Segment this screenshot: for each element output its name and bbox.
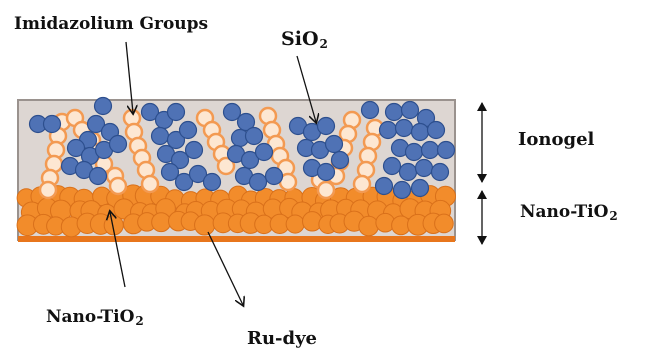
ionogel-label: Ionogel: [518, 129, 595, 150]
sio2-particle: [248, 172, 268, 192]
sio2-particle: [170, 150, 190, 170]
sio2-particle: [400, 100, 420, 120]
sio2-particle: [140, 102, 160, 122]
ru-dye-label: Ru-dye: [247, 328, 318, 349]
nano-tio2-particle-label: Nano-TiO2: [46, 307, 144, 328]
sio2-particle: [382, 156, 402, 176]
sio2-particle: [178, 120, 198, 140]
sio2-label: SiO2: [281, 28, 328, 51]
sio2-particle: [88, 166, 108, 186]
sio2-label-main: SiO: [281, 28, 319, 50]
sio2-particle: [330, 150, 350, 170]
sio2-particle: [86, 114, 106, 134]
imidazolium-bead: [316, 180, 336, 200]
tio2-thickness-arrow: [477, 190, 487, 245]
nano-tio2-particle-label-sub: 2: [135, 314, 144, 328]
sio2-particle: [324, 134, 344, 154]
imidazolium-bead: [216, 156, 236, 176]
sio2-particle: [426, 120, 446, 140]
imidazolium-chains: [38, 106, 385, 200]
sio2-particle: [236, 112, 256, 132]
sio2-particle: [222, 102, 242, 122]
sio2-particle: [316, 162, 336, 182]
sio2-particle: [410, 178, 430, 198]
sio2-pointer: [296, 55, 316, 122]
imidazolium-bead: [352, 174, 372, 194]
sio2-particles: [28, 96, 456, 200]
sio2-particle: [430, 162, 450, 182]
sio2-particle: [166, 102, 186, 122]
sio2-label-sub: 2: [319, 37, 328, 51]
tio2-substrate-line: [18, 236, 455, 242]
nano-tio2-layer-label-sub: 2: [609, 209, 618, 223]
sio2-particle: [188, 164, 208, 184]
sio2-particle: [254, 142, 274, 162]
sio2-particle: [244, 126, 264, 146]
sio2-particle: [374, 176, 394, 196]
nano-tio2-pointer: [110, 212, 126, 288]
sio2-particle: [66, 138, 86, 158]
sio2-particle: [160, 162, 180, 182]
sio2-particle: [360, 100, 380, 120]
imidazolium-bead: [140, 174, 160, 194]
sio2-particle: [316, 116, 336, 136]
imidazolium-groups-label: Imidazolium Groups: [14, 14, 209, 34]
sio2-particle: [166, 130, 186, 150]
sio2-particle: [42, 114, 62, 134]
sio2-particle: [108, 134, 128, 154]
ru-dye-pointer: [207, 231, 243, 305]
sio2-particle: [174, 172, 194, 192]
imidazolium-bead: [108, 176, 128, 196]
tio2-particle: [434, 213, 454, 234]
sio2-particle: [240, 150, 260, 170]
nano-tio2-layer-label-main: Nano-TiO: [520, 202, 609, 222]
imidazolium-bead: [38, 180, 58, 200]
imidazolium-pointer: [125, 41, 133, 113]
ionogel-thickness-arrow: [477, 102, 487, 183]
sio2-particle: [184, 140, 204, 160]
tio2-particles: [16, 184, 456, 238]
nano-tio2-particle-label-main: Nano-TiO: [46, 307, 135, 327]
sio2-particle: [93, 96, 113, 116]
sio2-particle: [264, 166, 284, 186]
sio2-particle: [392, 180, 412, 200]
sio2-particle: [202, 172, 222, 192]
nano-tio2-layer-label: Nano-TiO2: [520, 202, 618, 223]
sio2-particle: [436, 140, 456, 160]
